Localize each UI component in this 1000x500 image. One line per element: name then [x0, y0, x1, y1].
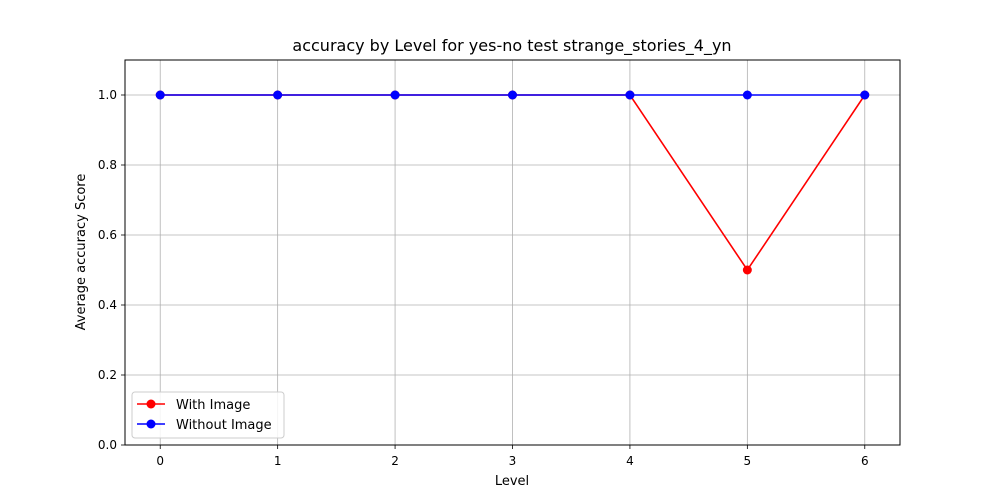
data-point: [742, 265, 752, 275]
x-tick-label: 5: [744, 454, 752, 468]
legend-marker: [146, 399, 156, 409]
grid: [125, 60, 900, 446]
series-group: [155, 90, 870, 275]
x-tick-label: 2: [391, 454, 399, 468]
y-tick-label: 0.6: [98, 228, 117, 242]
data-point: [860, 90, 870, 100]
data-point: [155, 90, 165, 100]
y-tick-label: 0.4: [98, 298, 117, 312]
chart-title: accuracy by Level for yes-no test strang…: [292, 36, 731, 56]
legend-label: With Image: [176, 398, 250, 413]
x-tick-label: 3: [509, 454, 517, 468]
data-point: [390, 90, 400, 100]
x-tick-label: 1: [274, 454, 282, 468]
y-tick-label: 0.0: [98, 438, 117, 452]
data-point: [273, 90, 283, 100]
x-tick-label: 0: [156, 454, 164, 468]
y-tick-label: 0.2: [98, 368, 117, 382]
x-tick-label: 6: [861, 454, 869, 468]
legend-marker: [146, 419, 156, 429]
x-axis: 0 1 2 3 4 5 6: [156, 445, 869, 468]
x-axis-label: Level: [495, 474, 529, 489]
legend: With Image Without Image: [131, 391, 285, 439]
x-tick-label: 4: [626, 454, 634, 468]
y-tick-label: 1.0: [98, 88, 117, 102]
legend-label: Without Image: [176, 418, 272, 433]
data-point: [508, 90, 517, 100]
y-axis: 0.0 0.2 0.4 0.6 0.8 1.0: [98, 88, 125, 452]
y-tick-label: 0.8: [98, 158, 117, 172]
data-point: [625, 90, 635, 100]
legend-box: [131, 391, 285, 439]
data-point: [742, 90, 752, 100]
y-axis-label: Average accuracy Score: [74, 174, 89, 331]
